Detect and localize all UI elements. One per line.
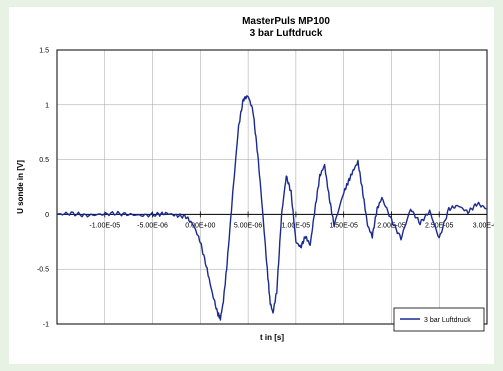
x-tick-labels: -1.00E-05 -5.00E-06 0.00E+00 5.00E-06 1.00E-… [89, 211, 501, 229]
y-tick-labels: -1 -0.5 0 0.5 1 1.5 [37, 48, 49, 329]
x-axis-label: t in [s] [260, 333, 284, 342]
legend-label: 3 bar Luftdruck [424, 317, 471, 324]
y-tick-label-2: 0 [45, 212, 49, 219]
legend: 3 bar Luftdruck [393, 307, 485, 332]
line-chart: MasterPuls MP100 3 bar Luftdruck -1.00E-… [16, 16, 501, 342]
x-tick-label-0: -1.00E-05 [89, 222, 120, 229]
chart-title: MasterPuls MP100 [242, 16, 330, 27]
y-tick-label-0: -1 [43, 322, 49, 329]
y-tick-label-5: 1.5 [39, 48, 49, 55]
x-tick-label-4: 1.00E-05 [282, 222, 311, 229]
x-tick-label-3: 5.00E-06 [234, 222, 263, 229]
chart-panel: MasterPuls MP100 3 bar Luftdruck -1.00E-… [9, 7, 501, 364]
y-tick-label-1: -0.5 [37, 267, 49, 274]
x-tick-label-7: 2.50E-05 [425, 222, 454, 229]
x-tick-label-6: 2.00E-05 [377, 222, 406, 229]
y-tick-label-4: 1 [45, 102, 49, 109]
grid-lines [57, 49, 488, 325]
x-tick-label-8: 3.00E-05 [473, 222, 494, 229]
plot-area [56, 49, 488, 325]
series-line-3-bar-luftdruck [56, 95, 488, 321]
y-axis-label: U sonde in [V] [16, 160, 25, 214]
chart-subtitle: 3 bar Luftdruck [250, 28, 323, 39]
y-tick-label-3: 0.5 [39, 157, 49, 164]
x-tick-label-5: 1.50E-05 [329, 222, 358, 229]
x-tick-label-2: 0.00E+00 [185, 222, 215, 229]
legend-box [393, 307, 485, 332]
x-tick-label-1: -5.00E-06 [137, 222, 168, 229]
